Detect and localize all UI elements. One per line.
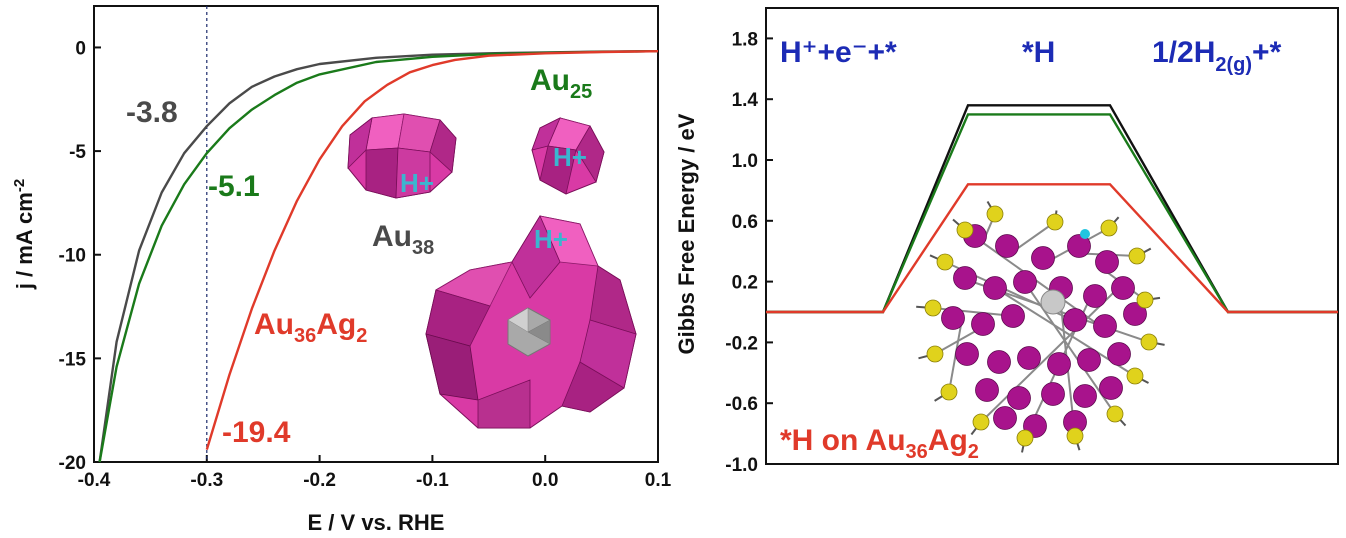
au-atom [1095, 250, 1119, 274]
au38-cluster-picture [347, 113, 457, 199]
s-atom [1126, 367, 1144, 385]
au-atom [1007, 386, 1031, 410]
au36ag2-structure-picture [916, 201, 1165, 453]
s-atom [956, 221, 974, 239]
left-x-axis-label: E / V vs. RHE [308, 510, 445, 535]
left-curves [98, 50, 659, 463]
hplus-label-au36ag2: H+ [534, 224, 568, 254]
s-atom [1128, 247, 1146, 265]
au36ag2-label: Au36Ag2 [254, 308, 367, 347]
left-y-axis-label: j / mA cm-2 [11, 179, 37, 290]
right-y-tick-label: -0.2 [725, 333, 758, 354]
au-atom [941, 306, 965, 330]
left-y-tick-label: 0 [75, 38, 86, 59]
curve-au36ag2 [205, 50, 659, 450]
state-final-label: 1/2H2(g)+* [1152, 36, 1282, 76]
right-y-tick-label: -0.6 [725, 394, 758, 415]
h-atom [1080, 229, 1090, 239]
left-x-tick-label: -0.3 [190, 470, 223, 491]
right-y-tick-label: 1.8 [732, 29, 758, 50]
au-atom [1123, 302, 1147, 326]
au-atom [1093, 314, 1117, 338]
left-y-tick-label: -15 [59, 349, 87, 370]
right-y-tick-label: 1.4 [732, 90, 759, 111]
au-atom [971, 312, 995, 336]
au-atom [975, 378, 999, 402]
au36ag2-cluster-picture [425, 215, 637, 429]
s-atom [972, 413, 990, 431]
state-adsorbed-label: *H [1022, 36, 1055, 69]
au-atom [1047, 352, 1071, 376]
energy-path-3 [766, 183, 1338, 314]
left-panel: 0 -5 -10 -15 -20 -0.4 -0.3 -0.2 -0.1 0.0 0.1 [11, 5, 672, 535]
au-atom [995, 234, 1019, 258]
s-atom [924, 299, 942, 317]
au38-current-value: -3.8 [126, 96, 178, 129]
s-atom [1100, 219, 1118, 237]
left-x-tick-label: -0.1 [416, 470, 449, 491]
au-atom [1107, 342, 1131, 366]
au36ag2-current-value: -19.4 [222, 416, 291, 449]
right-plot-frame [765, 7, 1339, 465]
au-atom [1013, 270, 1037, 294]
s-atom [1016, 429, 1034, 447]
au-atom [1083, 284, 1107, 308]
au-atom [993, 406, 1017, 430]
left-x-tick-label: -0.4 [78, 470, 111, 491]
au-atom [1031, 246, 1055, 270]
au-atom [987, 350, 1011, 374]
au-atom [1077, 348, 1101, 372]
au-atom [1111, 276, 1135, 300]
au25-cluster-picture [531, 117, 605, 195]
right-y-tick-label: 1.0 [732, 151, 758, 172]
au-atom [1073, 384, 1097, 408]
right-energy-lines [766, 104, 1338, 314]
au-atom [953, 266, 977, 290]
structure-caption: *H on Au36Ag2 [780, 424, 979, 463]
au-atom [1001, 304, 1025, 328]
s-atom [1066, 427, 1084, 445]
s-atom [1136, 291, 1154, 309]
right-y-tick-label: 0.6 [732, 212, 758, 233]
left-x-tick-label: -0.2 [303, 470, 336, 491]
s-atom [926, 345, 944, 363]
s-atom [936, 253, 954, 271]
s-atom [1140, 333, 1158, 351]
s-atom [1046, 213, 1064, 231]
au-atom [1067, 234, 1091, 258]
hplus-label-au25: H+ [553, 142, 587, 172]
left-plot-frame [93, 5, 659, 463]
ag-atom [1040, 289, 1066, 315]
s-atom [940, 383, 958, 401]
hplus-label-au38: H+ [400, 168, 434, 198]
au-atom [1099, 376, 1123, 400]
au25-current-value: -5.1 [208, 170, 260, 203]
s-atom [1106, 405, 1124, 423]
state-initial-label: H⁺+e⁻+* [780, 36, 897, 69]
bond [980, 290, 1116, 423]
au25-label: Au25 [530, 64, 592, 103]
right-y-tick-label: 0.2 [732, 273, 758, 294]
s-atom [986, 205, 1004, 223]
right-panel: 1.8 1.4 1.0 0.6 0.2 -0.2 -0.6 -1.0 H⁺+e⁻+* *H 1… [674, 7, 1339, 476]
left-x-tick-label: 0.1 [645, 470, 672, 491]
curve-au25 [98, 50, 659, 463]
right-y-axis-label: Gibbs Free Energy / eV [674, 113, 699, 354]
left-y-tick-label: -5 [69, 142, 86, 163]
au-atom [1017, 346, 1041, 370]
left-y-tick-label: -10 [59, 246, 86, 267]
right-y-ticks: 1.8 1.4 1.0 0.6 0.2 -0.2 -0.6 -1.0 [725, 29, 773, 476]
left-x-ticks: -0.4 -0.3 -0.2 -0.1 0.0 0.1 [78, 455, 672, 491]
au-atom [955, 342, 979, 366]
au-atom [1063, 308, 1087, 332]
left-x-tick-label: 0.0 [532, 470, 558, 491]
au-atom [983, 276, 1007, 300]
au-atom [1041, 382, 1065, 406]
left-y-tick-label: -20 [59, 453, 86, 474]
left-y-ticks: 0 -5 -10 -15 -20 [59, 38, 101, 474]
right-y-tick-label: -1.0 [725, 455, 758, 476]
au38-label: Au38 [372, 220, 434, 259]
